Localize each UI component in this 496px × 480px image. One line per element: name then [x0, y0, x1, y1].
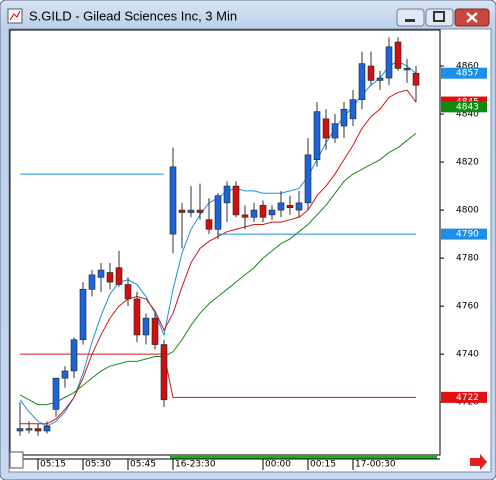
candle-body	[34, 428, 42, 432]
candle-body	[385, 46, 393, 79]
candle-body	[367, 65, 375, 81]
y-tick-label: 4840	[456, 110, 479, 120]
candle-body	[205, 219, 213, 230]
candle-body	[97, 269, 105, 278]
price-label-box	[441, 228, 487, 240]
candle-body	[151, 317, 159, 345]
y-tick-label: 4740	[456, 350, 479, 360]
x-tick-label: 00:15	[310, 460, 336, 470]
candle-body	[259, 204, 267, 218]
indicator-line	[20, 353, 416, 398]
window-title: S.GILD - Gilead Sciences Inc, 3 Min	[29, 8, 237, 23]
candle-body	[223, 185, 231, 204]
candle-body	[322, 118, 330, 139]
candle-body	[340, 108, 348, 127]
candle-body	[16, 428, 24, 432]
candle-body	[241, 214, 249, 218]
candle-body	[106, 272, 114, 283]
y-tick-label: 4780	[456, 254, 479, 264]
candle-body	[142, 317, 150, 336]
candle-body	[169, 166, 177, 235]
candle-body	[268, 209, 276, 216]
x-tick-label: 05:30	[85, 460, 111, 470]
indicator-line	[20, 173, 416, 235]
candle-body	[124, 284, 132, 300]
x-tick-label: 05:45	[130, 460, 156, 470]
x-tick-label: 17-00:30	[355, 460, 396, 470]
plot-area	[9, 29, 441, 456]
y-tick-label: 4760	[456, 302, 479, 312]
candle-body	[52, 377, 60, 410]
candle-body	[277, 202, 285, 211]
scroll-box[interactable]	[9, 451, 24, 469]
session-bar	[170, 455, 437, 459]
candle-body	[250, 209, 258, 218]
price-label: 4790	[456, 230, 479, 240]
candle-body	[232, 185, 240, 216]
indicator-line	[19, 132, 417, 406]
y-tick-label: 4860	[456, 62, 479, 72]
scroll-right-arrow[interactable]	[470, 454, 487, 470]
candle-body	[160, 344, 168, 401]
candle-body	[79, 289, 87, 341]
candle-body	[349, 99, 357, 120]
price-label-box	[441, 67, 487, 79]
restore-button[interactable]	[425, 8, 454, 27]
candle-body	[331, 123, 339, 139]
price-label: 4843	[456, 102, 479, 112]
price-label-box	[441, 391, 487, 403]
close-button[interactable]	[454, 8, 490, 27]
candle-body	[412, 72, 420, 86]
candle-body	[187, 209, 195, 213]
candle-body	[214, 195, 222, 230]
x-tick-label: 16-23:30	[175, 460, 216, 470]
candle-body	[88, 274, 96, 290]
candle-body	[313, 111, 321, 160]
price-label: 4722	[456, 393, 479, 403]
candle-body	[196, 209, 204, 213]
candle-body	[403, 68, 411, 71]
candle-body	[376, 77, 384, 81]
candle-body	[61, 370, 69, 379]
candle-body	[43, 425, 51, 432]
candle-body	[133, 298, 141, 336]
y-tick-label: 4820	[456, 158, 479, 168]
candle-body	[394, 41, 402, 69]
price-label-box	[441, 101, 487, 113]
y-tick-label: 4800	[456, 206, 479, 216]
x-tick-label: 05:15	[40, 460, 66, 470]
app-icon	[7, 8, 23, 24]
candle-body	[115, 267, 123, 285]
candle-body	[178, 209, 186, 213]
minimize-button[interactable]	[396, 8, 425, 27]
candle-body	[358, 63, 366, 100]
x-tick-label: 00:00	[265, 460, 291, 470]
price-label: 4857	[456, 69, 479, 79]
candle-body	[295, 202, 303, 211]
candle-body	[25, 428, 33, 431]
candle-body	[286, 204, 294, 208]
candle-body	[70, 339, 78, 372]
candle-body	[304, 154, 312, 204]
